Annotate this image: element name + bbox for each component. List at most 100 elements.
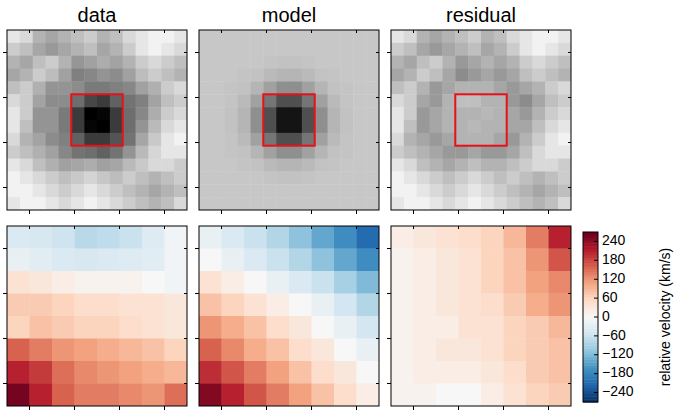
panel-title: residual [446,4,516,26]
cell [46,43,59,56]
cell [110,184,123,197]
cell [507,184,520,197]
cell [455,133,468,146]
cell [136,184,149,197]
y-tick-right [184,293,187,294]
y-tick [195,97,199,98]
cell [58,184,71,197]
cell [481,146,494,159]
cell [468,146,481,159]
cell [430,146,443,159]
cell [174,184,187,197]
cell [276,184,289,197]
cell [84,69,97,82]
cell [494,171,507,184]
y-tick [195,142,199,143]
y-tick-right [568,97,571,98]
cell [276,159,289,172]
cell [289,316,312,339]
cell [142,271,165,294]
cell [199,56,212,69]
cell [549,384,572,407]
cell [58,146,71,159]
cell [97,361,120,384]
cell [520,159,533,172]
cell [366,146,379,159]
cell [302,159,315,172]
cell [455,81,468,94]
y-tick [3,383,7,384]
cell [136,43,149,56]
cell [442,107,455,120]
cell [46,94,59,107]
x-tick-top [119,30,120,33]
cell [212,69,225,82]
cell [520,184,533,197]
cell [7,294,30,317]
cell [250,159,263,172]
cell [136,171,149,184]
cell [340,171,353,184]
cell [75,316,98,339]
cell [148,69,161,82]
cell [504,226,527,249]
panel-title: model [262,4,316,26]
cell [225,133,238,146]
cell [225,171,238,184]
cell [312,226,335,249]
cell [328,133,341,146]
x-tick-top [221,30,222,33]
cell [391,384,414,407]
cell [120,339,143,362]
cell [244,384,267,407]
y-tick [3,293,7,294]
cell [545,184,558,197]
x-tick [458,210,459,214]
x-tick-top [266,30,267,33]
cell [520,43,533,56]
cell [481,316,504,339]
cell [404,56,417,69]
cell [289,146,302,159]
cell [417,69,430,82]
y-tick-right [376,293,379,294]
cell [455,94,468,107]
cell [123,43,136,56]
cell [481,94,494,107]
cell [340,107,353,120]
cell [212,171,225,184]
cell [97,94,110,107]
cell [267,316,290,339]
cell [84,43,97,56]
cell [315,133,328,146]
frame [199,30,379,210]
cell [244,226,267,249]
cell [97,316,120,339]
cell [302,81,315,94]
cell [136,120,149,133]
cell [110,30,123,43]
cell [404,43,417,56]
cell [315,69,328,82]
cell [504,249,527,272]
x-tick [503,210,504,214]
cell [225,184,238,197]
cell [110,120,123,133]
cell [558,171,571,184]
cell [340,43,353,56]
cell [289,171,302,184]
cell [238,171,251,184]
cell [110,43,123,56]
cell [289,94,302,107]
cell [526,271,549,294]
cell [302,184,315,197]
x-tick-top [413,30,414,33]
cell [110,197,123,210]
y-tick [195,383,199,384]
cell [46,69,59,82]
y-tick [195,338,199,339]
cell [7,384,30,407]
cells [391,226,571,406]
cell [468,171,481,184]
x-tick [119,210,120,214]
